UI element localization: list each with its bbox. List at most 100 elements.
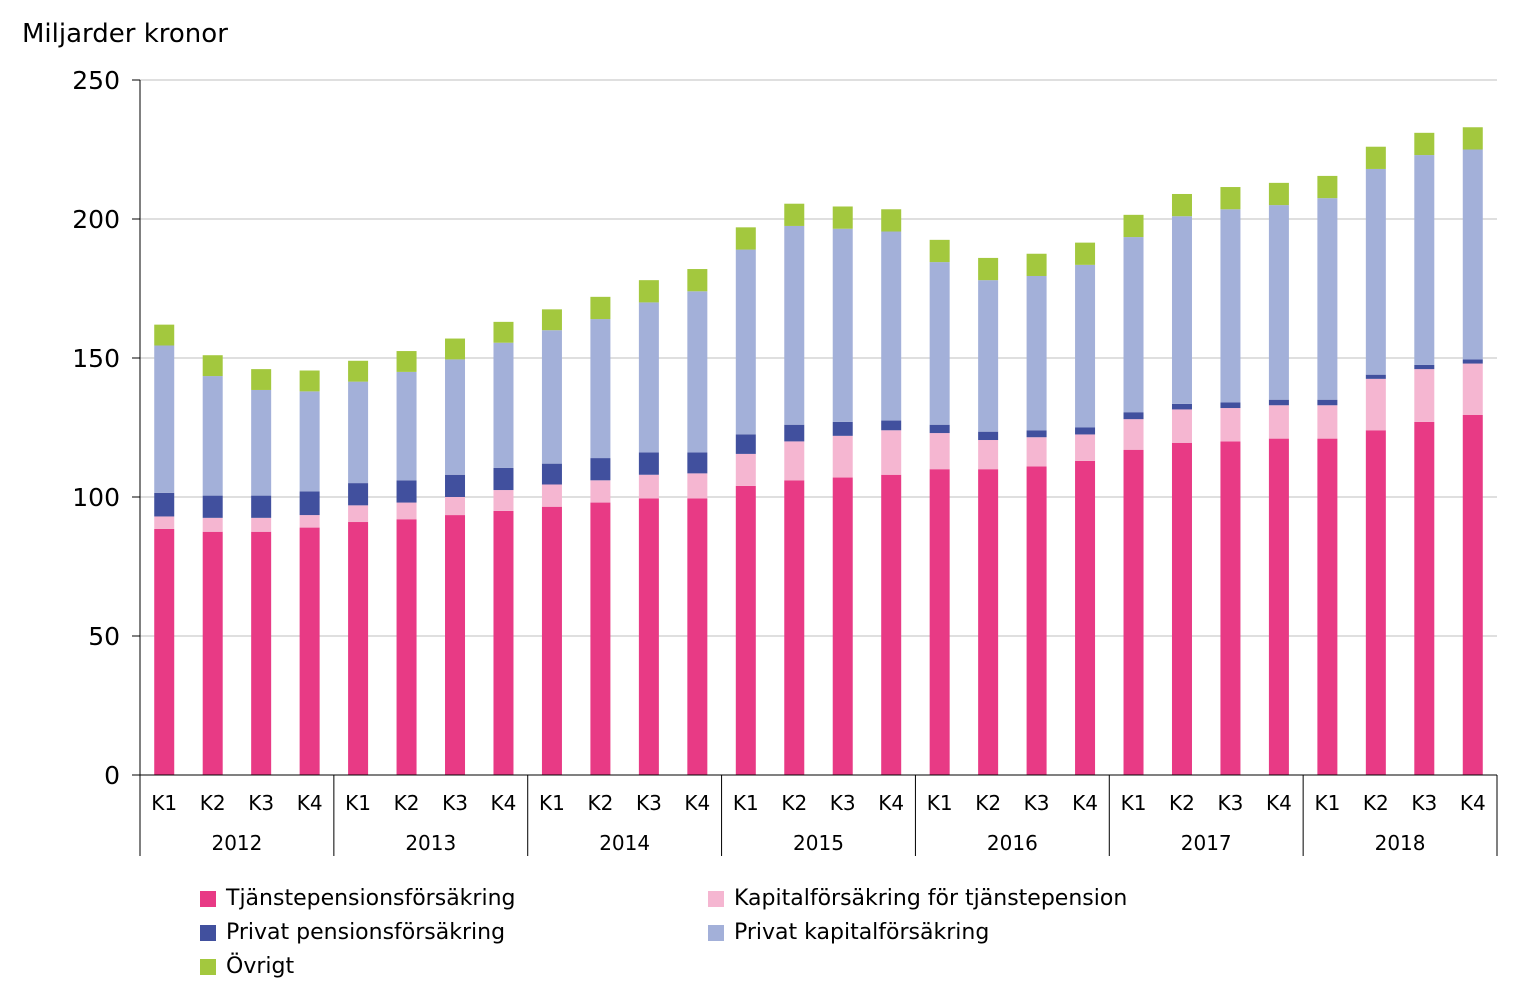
legend-item: Privat pensionsförsäkring xyxy=(200,920,505,945)
x-tick-label: K1 xyxy=(733,791,759,815)
year-label: 2016 xyxy=(987,831,1038,855)
x-tick-label: K1 xyxy=(151,791,177,815)
legend-label: Kapitalförsäkring för tjänstepension xyxy=(734,886,1128,911)
bar-segment xyxy=(1123,449,1144,775)
y-tick-label: 250 xyxy=(72,66,120,95)
x-tick-label: K3 xyxy=(1218,791,1244,815)
gridlines xyxy=(140,79,1497,637)
legend-swatch xyxy=(200,890,216,907)
bar-segment xyxy=(929,239,950,263)
bar-segment xyxy=(978,440,999,470)
bar-segment xyxy=(1462,359,1483,364)
bar-segment xyxy=(832,206,853,229)
bar-segment xyxy=(735,434,756,454)
x-tick-label: K3 xyxy=(1024,791,1050,815)
x-tick-label: K2 xyxy=(1363,791,1389,815)
bar-segment xyxy=(735,453,756,486)
bar-segment xyxy=(978,469,999,775)
bar-segment xyxy=(1317,175,1338,199)
bar-segment xyxy=(1414,421,1435,775)
bar-segment xyxy=(832,477,853,775)
bar-segment xyxy=(1026,275,1047,431)
bar-segment xyxy=(784,225,805,425)
bar-segment xyxy=(881,474,902,775)
bar-segment xyxy=(251,389,272,496)
bar-segment xyxy=(978,431,999,441)
bar-segment xyxy=(881,420,902,431)
bar-segment xyxy=(1171,442,1192,775)
bar-segment xyxy=(396,519,417,775)
legend-swatch xyxy=(708,924,724,941)
bar-segment xyxy=(202,376,223,496)
bar-segment xyxy=(638,452,659,475)
bar-segment xyxy=(1026,466,1047,775)
year-label: 2015 xyxy=(793,831,844,855)
legend-swatch xyxy=(200,924,216,941)
bar-segment xyxy=(445,474,466,497)
x-tick-label: K3 xyxy=(830,791,856,815)
x-tick-label: K3 xyxy=(1411,791,1437,815)
bar-segment xyxy=(493,467,514,491)
legend-item: Tjänstepensionsförsäkring xyxy=(200,886,515,911)
bar-segment xyxy=(832,435,853,478)
bar-segment xyxy=(1026,430,1047,438)
bar-segment xyxy=(978,280,999,432)
legend-item: Övrigt xyxy=(200,954,294,979)
bar-segment xyxy=(1220,402,1241,409)
legend-item: Kapitalförsäkring för tjänstepension xyxy=(708,886,1127,911)
bar-segment xyxy=(1414,155,1435,365)
x-tick-label: K3 xyxy=(636,791,662,815)
year-label: 2013 xyxy=(405,831,456,855)
legend-item: Privat kapitalförsäkring xyxy=(708,920,989,945)
bar-segment xyxy=(1171,403,1192,410)
bar-segment xyxy=(1462,127,1483,150)
bar-segment xyxy=(832,421,853,436)
bar-segment xyxy=(1414,364,1435,370)
x-tick-label: K2 xyxy=(975,791,1001,815)
bar-segment xyxy=(1462,363,1483,415)
bar-segment xyxy=(735,227,756,250)
legend-label: Övrigt xyxy=(226,954,295,979)
y-tick-label: 200 xyxy=(72,205,120,234)
bar-segment xyxy=(1462,414,1483,775)
bar-segment xyxy=(1268,438,1289,775)
x-tick-label: K4 xyxy=(1072,791,1098,815)
bar-segment xyxy=(445,515,466,775)
y-tick-label: 100 xyxy=(72,483,120,512)
bar-segment xyxy=(1414,369,1435,422)
bar-segment xyxy=(1075,427,1096,435)
bar-segment xyxy=(1365,146,1386,169)
legend-label: Privat pensionsförsäkring xyxy=(226,920,506,945)
bar-segment xyxy=(1317,405,1338,439)
x-tick-label: K4 xyxy=(684,791,710,815)
bar-segment xyxy=(1317,438,1338,775)
stacked-bar-chart: Miljarder kronor 0 50 100 150 200 250 K1 K2 K3 K4… xyxy=(22,19,1498,856)
x-tick-label: K2 xyxy=(1169,791,1195,815)
bar-segment xyxy=(881,231,902,421)
bar-segment xyxy=(784,203,805,226)
bar-segment xyxy=(881,430,902,475)
bar-segment xyxy=(1365,168,1386,375)
x-tick-label: K1 xyxy=(1121,791,1147,815)
bar-segment xyxy=(154,345,175,493)
bar-segment xyxy=(1317,198,1338,400)
bar-segment xyxy=(590,296,611,320)
bar-segment xyxy=(299,527,320,775)
bar-segment xyxy=(638,280,659,303)
bar-segment xyxy=(396,371,417,481)
bar-segment xyxy=(1268,405,1289,439)
bar-segment xyxy=(493,510,514,775)
bar-segment xyxy=(251,531,272,775)
y-tick-label: 150 xyxy=(72,344,120,373)
bar-segment xyxy=(638,302,659,453)
bar-segment xyxy=(881,209,902,232)
bar-segment xyxy=(687,498,708,775)
x-tick-label: K1 xyxy=(1314,791,1340,815)
bar-segment xyxy=(1026,253,1047,276)
bar-segment xyxy=(493,321,514,343)
bar-segment xyxy=(590,458,611,481)
bar-segment xyxy=(154,528,175,775)
bar-segment xyxy=(299,515,320,528)
bar-segment xyxy=(784,480,805,775)
x-tick-label: K2 xyxy=(200,791,226,815)
